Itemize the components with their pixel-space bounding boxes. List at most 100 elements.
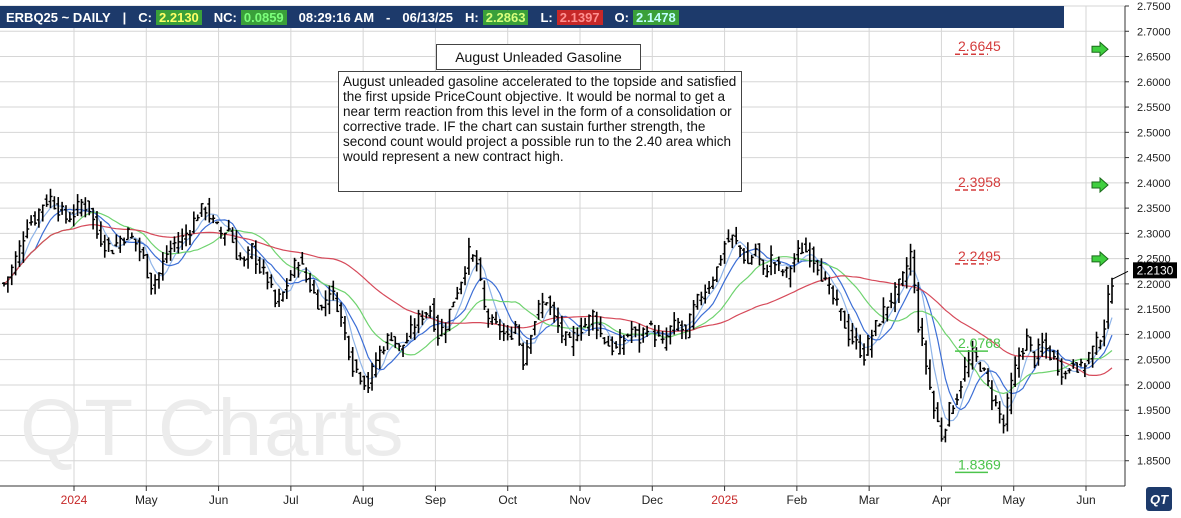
price-bar <box>916 282 921 333</box>
price-bar <box>180 228 185 250</box>
price-bar <box>598 316 603 338</box>
price-bar <box>722 241 727 264</box>
price-bar <box>962 356 967 382</box>
y-tick-label: 2.2000 <box>1137 279 1171 291</box>
date-label: 06/13/25 <box>402 9 453 25</box>
price-bar <box>44 194 49 207</box>
price-bar <box>606 335 611 347</box>
price-bar <box>393 335 398 349</box>
price-bar <box>342 315 347 341</box>
price-bar <box>1059 358 1064 385</box>
x-tick-label: Jun <box>209 493 228 507</box>
price-bar <box>819 258 824 282</box>
price-bar <box>738 245 743 258</box>
price-bar <box>327 285 332 315</box>
x-tick-label: Feb <box>787 493 808 507</box>
close-value: 2.2130 <box>156 9 202 25</box>
price-bar <box>455 286 460 300</box>
price-bar <box>497 319 502 340</box>
price-bar <box>823 271 828 281</box>
price-bar <box>517 324 522 346</box>
price-bar <box>366 372 371 394</box>
price-bar <box>1106 284 1111 329</box>
price-bar <box>153 274 158 295</box>
price-bar <box>21 231 26 263</box>
price-bar <box>862 343 867 366</box>
price-bar <box>87 200 92 216</box>
price-bar <box>966 349 971 378</box>
price-bar <box>978 361 983 372</box>
price-bar <box>207 197 212 223</box>
price-bar <box>563 331 568 346</box>
price-bar <box>52 196 57 210</box>
price-bar <box>114 234 119 247</box>
price-bar <box>56 197 61 222</box>
price-bar <box>451 301 456 308</box>
price-bar <box>354 359 359 373</box>
price-bar <box>718 255 723 266</box>
price-bar <box>556 307 560 333</box>
price-bar <box>629 321 634 344</box>
price-bar <box>811 246 816 273</box>
price-bar <box>377 345 382 370</box>
price-bar <box>726 229 731 243</box>
price-bar <box>528 334 533 354</box>
price-bar <box>807 242 812 268</box>
price-bar <box>269 274 274 288</box>
price-bar <box>571 325 576 357</box>
price-bar <box>943 428 948 443</box>
price-bar <box>218 226 223 239</box>
price-bar <box>222 232 227 246</box>
annotation-title: August Unleaded Gasoline <box>436 44 641 70</box>
price-bar <box>300 252 305 265</box>
target-arrow-icon <box>1091 176 1109 194</box>
close-label: C: <box>138 9 153 25</box>
y-tick-label: 2.5500 <box>1137 102 1171 114</box>
price-bar <box>1017 347 1022 378</box>
price-bar <box>79 198 84 217</box>
y-tick-label: 2.7500 <box>1137 1 1171 13</box>
watermark-logo: QT Charts <box>20 383 406 472</box>
price-bar <box>648 320 653 326</box>
price-bar <box>17 240 22 268</box>
price-bar <box>780 269 785 277</box>
target-level-label: 2.6645 <box>958 38 1001 54</box>
price-bar <box>633 326 638 338</box>
price-bar <box>277 288 282 307</box>
price-bar <box>346 335 351 361</box>
y-tick-label: 2.1000 <box>1137 329 1171 341</box>
price-bar <box>1086 351 1091 365</box>
price-bar <box>792 253 797 273</box>
y-tick-label: 2.4000 <box>1137 178 1171 190</box>
price-bar <box>679 320 684 340</box>
price-bar <box>459 281 464 295</box>
price-bar <box>261 259 266 275</box>
price-bar <box>83 197 88 218</box>
price-bar <box>559 315 564 344</box>
price-bar <box>668 325 673 345</box>
price-bar <box>699 291 704 306</box>
price-bar <box>586 314 591 337</box>
price-bar <box>579 317 584 341</box>
price-bar <box>308 272 313 293</box>
price-bar <box>1094 331 1099 355</box>
price-bar <box>40 204 45 222</box>
price-bar <box>552 301 557 323</box>
price-bar <box>292 257 297 278</box>
price-bar <box>435 314 440 346</box>
price-bar <box>60 201 65 215</box>
price-bar <box>935 402 940 423</box>
price-bar <box>280 291 285 302</box>
x-tick-label: Nov <box>569 493 590 507</box>
price-bar <box>1032 351 1037 369</box>
price-bar <box>656 325 661 337</box>
price-bar <box>955 393 960 405</box>
price-bar <box>1063 370 1068 380</box>
price-bar <box>191 211 196 234</box>
price-bar <box>873 319 878 337</box>
x-tick-label: May <box>135 493 158 507</box>
x-tick-label: 2025 <box>711 493 738 507</box>
price-bar <box>800 242 805 255</box>
price-bar <box>265 271 270 290</box>
